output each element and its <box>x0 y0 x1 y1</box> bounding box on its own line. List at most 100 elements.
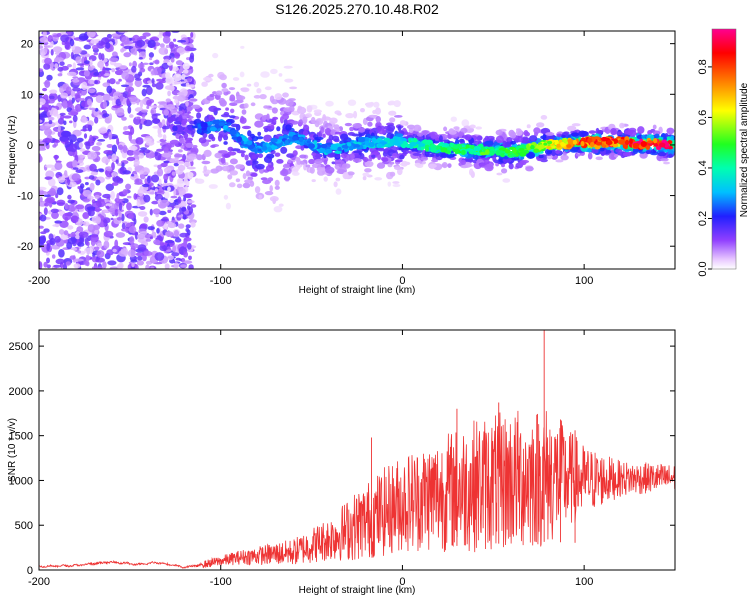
heatmap-cell <box>196 154 203 161</box>
heatmap-cell <box>117 112 125 116</box>
heatmap-cell <box>587 137 593 143</box>
heatmap-cell <box>137 188 144 197</box>
heatmap-cell <box>185 82 190 87</box>
heatmap-cell <box>137 244 147 251</box>
heatmap-cell <box>181 73 186 80</box>
heatmap-cell <box>109 97 114 101</box>
heatmap-cell <box>324 127 332 135</box>
heatmap-cell <box>95 257 105 263</box>
heatmap-cell <box>127 82 133 86</box>
heatmap-cell <box>335 188 342 195</box>
heatmap-cell <box>172 125 178 132</box>
heatmap-cell <box>282 134 289 140</box>
heatmap-cell <box>143 194 151 203</box>
heatmap-cell <box>306 105 313 113</box>
heatmap-cell <box>282 163 291 169</box>
heatmap-cell <box>313 109 322 114</box>
heatmap-cell <box>88 175 95 180</box>
heatmap-cell <box>242 137 249 142</box>
heatmap-cell <box>147 226 155 231</box>
heatmap-cell <box>438 143 445 146</box>
heatmap-cell <box>136 260 144 266</box>
heatmap-cell <box>240 152 245 158</box>
heatmap-cell <box>71 173 81 182</box>
heatmap-cell <box>285 124 292 131</box>
x-tick-label: 100 <box>575 275 593 287</box>
heatmap-cell <box>544 148 553 155</box>
heatmap-cell <box>430 131 438 139</box>
heatmap-cell <box>146 175 151 184</box>
heatmap-cell <box>65 261 72 266</box>
heatmap-cell <box>40 231 47 235</box>
heatmap-cell <box>143 216 149 223</box>
heatmap-cell <box>399 154 405 160</box>
heatmap-cell <box>185 100 189 107</box>
y-tick-label: 0 <box>27 140 33 152</box>
heatmap-cell <box>203 149 212 157</box>
heatmap-cell <box>388 110 397 116</box>
heatmap-cell <box>430 148 437 153</box>
heatmap-cell <box>166 249 172 253</box>
heatmap-cell <box>115 67 120 71</box>
heatmap-cell <box>86 206 96 211</box>
heatmap-cell <box>133 159 140 166</box>
heatmap-cell <box>138 170 144 175</box>
heatmap-cell <box>163 167 172 174</box>
heatmap-cell <box>200 121 206 128</box>
heatmap-cell <box>431 159 439 163</box>
heatmap-cell <box>160 218 168 222</box>
heatmap-cell <box>85 141 91 150</box>
heatmap-cell <box>184 45 192 52</box>
heatmap-cell <box>196 128 202 134</box>
heatmap-cell <box>502 178 511 183</box>
heatmap-cell <box>521 136 529 143</box>
heatmap-cell <box>629 138 633 145</box>
heatmap-cell <box>136 199 141 208</box>
heatmap-cell <box>435 145 441 150</box>
heatmap-cell <box>464 134 472 141</box>
heatmap-cell <box>274 152 281 157</box>
heatmap-cell <box>215 165 223 172</box>
heatmap-cell <box>448 130 457 135</box>
heatmap-cell <box>149 57 153 61</box>
heatmap-cell <box>59 61 65 66</box>
heatmap-cell <box>284 139 289 146</box>
heatmap-cell <box>88 88 96 94</box>
heatmap-cell <box>443 126 448 132</box>
heatmap-cell <box>118 202 123 211</box>
spectrogram-x-axis-label: Height of straight line (km) <box>299 285 416 296</box>
heatmap-cell <box>98 169 105 173</box>
heatmap-cell <box>364 168 372 173</box>
heatmap-cell <box>77 63 85 66</box>
heatmap-cell <box>135 252 145 257</box>
heatmap-cell <box>67 199 75 204</box>
heatmap-cell <box>322 114 327 122</box>
heatmap-cell <box>458 138 465 143</box>
heatmap-cell <box>54 139 61 143</box>
heatmap-cell <box>314 120 320 128</box>
colorbar-tick-label: 0.2 <box>697 211 709 226</box>
heatmap-cell <box>67 31 72 36</box>
heatmap-cell <box>178 149 183 153</box>
heatmap-cell <box>601 136 608 142</box>
heatmap-cell <box>72 76 79 79</box>
heatmap-cell <box>367 121 373 127</box>
heatmap-cell <box>571 132 579 137</box>
heatmap-cell <box>163 173 169 181</box>
heatmap-cell <box>46 74 53 81</box>
heatmap-cell <box>375 138 380 143</box>
y-tick-label: 500 <box>15 520 33 532</box>
heatmap-cell <box>389 161 395 165</box>
heatmap-cell <box>441 162 448 169</box>
heatmap-cell <box>86 241 90 247</box>
heatmap-cell <box>123 40 134 45</box>
x-tick-label: 100 <box>575 576 593 588</box>
heatmap-cell <box>195 178 205 184</box>
heatmap-cell <box>641 134 646 139</box>
heatmap-cell <box>460 159 466 165</box>
heatmap-cell <box>50 49 54 56</box>
heatmap-cell <box>186 166 196 170</box>
heatmap-cell <box>227 174 233 180</box>
heatmap-cell <box>334 150 341 154</box>
heatmap-cell <box>141 88 147 97</box>
